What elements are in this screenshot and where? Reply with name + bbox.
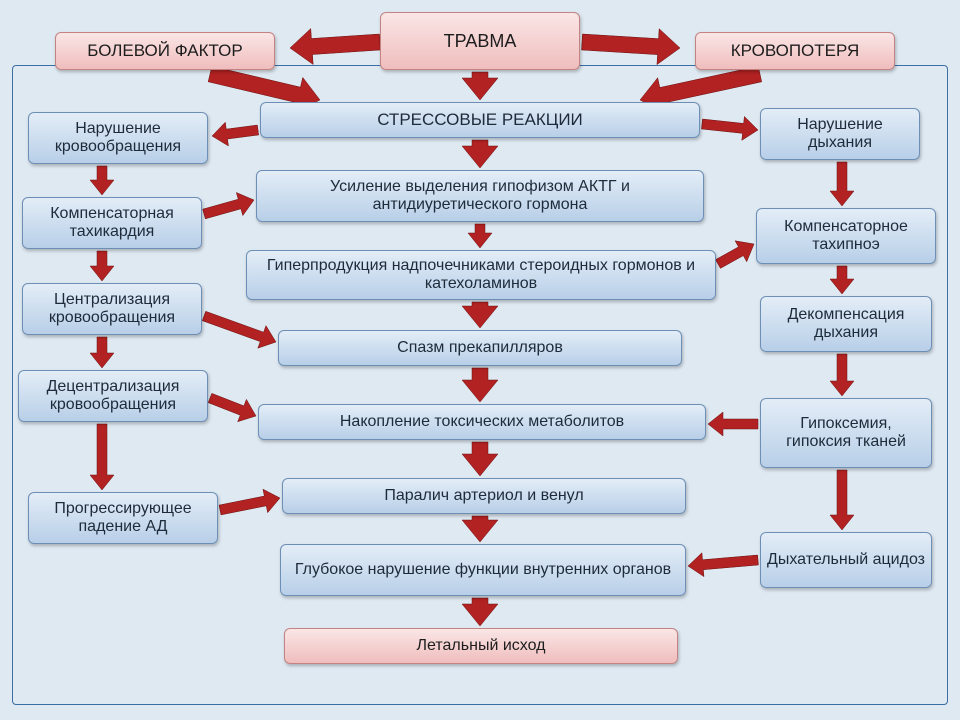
node-pain: БОЛЕВОЙ ФАКТОР (55, 32, 275, 70)
node-circ_d: Нарушение кровообращения (28, 112, 208, 164)
node-spasm: Спазм прекапилляров (278, 330, 682, 366)
node-steroid: Гиперпродукция надпочечниками стероидных… (246, 250, 716, 300)
node-hypox: Гипоксемия, гипоксия тканей (760, 398, 932, 468)
node-paralys: Паралич артериол и венул (282, 478, 686, 514)
node-breath_d: Нарушение дыхания (760, 108, 920, 160)
node-lethal: Летальный исход (284, 628, 678, 664)
node-blood: КРОВОПОТЕРЯ (695, 32, 895, 70)
node-decentr: Децентрализация кровообращения (18, 370, 208, 422)
node-trauma: ТРАВМА (380, 12, 580, 70)
node-stress: СТРЕССОВЫЕ РЕАКЦИИ (260, 102, 700, 138)
node-bp_drop: Прогрессирующее падение АД (28, 492, 218, 544)
node-tachypn: Компенсаторное тахипноэ (756, 208, 936, 264)
node-acidosis: Дыхательный ацидоз (760, 532, 932, 588)
node-actg: Усиление выделения гипофизом АКТГ и анти… (256, 170, 704, 222)
node-decomp_b: Декомпенсация дыхания (760, 296, 932, 352)
node-central: Централизация кровообращения (22, 283, 202, 335)
node-toxic: Накопление токсических метаболитов (258, 404, 706, 440)
node-tachy: Компенсаторная тахикардия (22, 197, 202, 249)
node-organ: Глубокое нарушение функции внутренних ор… (280, 544, 686, 596)
